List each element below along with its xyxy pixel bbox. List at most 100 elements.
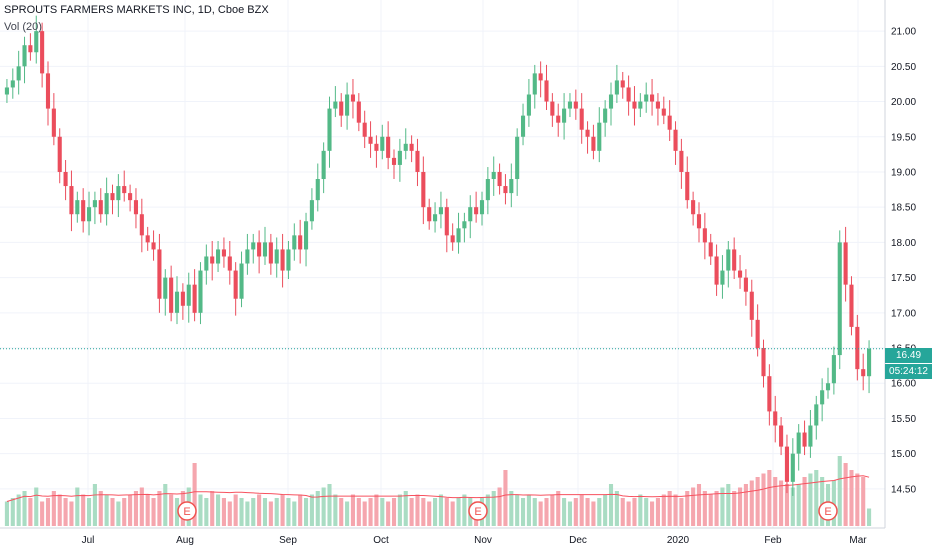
volume-bar [532,498,537,526]
time-tick-label: Oct [373,535,389,546]
volume-bar [462,494,467,526]
volume-bar [4,501,9,526]
volume-bar [608,484,614,526]
volume-bar [567,501,573,526]
volume-bar [802,477,807,526]
candle-body [227,256,232,271]
candle-body [790,453,795,482]
volume-bars [4,456,872,526]
volume-bar [849,470,854,526]
volume-bar [526,494,531,526]
volume-bar [157,491,162,526]
candle-body [655,101,660,109]
volume-bar [655,498,660,526]
volume-bar [333,494,338,526]
candle-body [796,432,801,454]
volume-bar [327,484,332,526]
candle-body [843,242,848,285]
volume-bar [485,494,490,526]
candle-body [81,200,86,222]
volume-bar [51,491,56,526]
volume-bar [427,501,432,526]
volume-bar [40,501,45,526]
candle-body [262,242,268,257]
candle-body [257,242,262,257]
volume-bar [57,494,62,526]
volume-bar [274,498,279,526]
volume-bar [298,494,303,526]
candle-body [608,94,614,109]
volume-bar [562,498,567,526]
volume-bar [626,501,631,526]
volume-bar [210,491,215,526]
candle-body [702,228,707,243]
candle-body [855,326,860,370]
candle-body [732,249,737,271]
candle-body [726,249,731,271]
candle-body [268,242,273,264]
price-tick-label: 18.50 [891,203,916,214]
volume-bar [820,477,825,526]
candle-body [92,200,97,208]
volume-bar [837,456,842,526]
candle-body [303,221,309,250]
volume-bar [403,491,408,526]
candle-body [10,80,15,88]
volume-bar [691,487,696,526]
volume-bar [749,480,754,526]
volume-bar [814,470,819,526]
volume-bar [538,501,543,526]
price-axis-ticks: 21.00 20.50 20.00 19.50 19.00 18.50 18.00 17.50… [891,27,916,496]
volume-bar [204,498,209,526]
volume-bar [98,491,103,526]
volume-bar [861,477,866,526]
time-tick-label: Nov [474,535,492,546]
candle-body [75,200,80,215]
candle-body [644,94,649,102]
earnings-marker[interactable]: E [818,501,838,521]
volume-bar [550,494,555,526]
last-price-tag: 16.49 [885,348,932,363]
time-tick-label: Feb [764,535,782,546]
volume-bar [661,494,666,526]
candle-body [714,256,719,285]
candle-body [638,101,643,109]
volume-bar [667,491,672,526]
candle-body [673,129,678,151]
candle-body [45,73,51,109]
candle-body [650,94,655,102]
volume-bar [345,501,350,526]
volume-bar [221,498,226,526]
volume-bar [63,498,68,526]
volume-bar [520,498,526,526]
candle-body [532,73,537,95]
candle-body [151,242,156,250]
candle-body [180,291,185,306]
volume-bar [556,491,561,526]
candle-body [174,291,180,313]
candle-body [767,376,772,412]
candle-body [474,207,479,215]
volume-bar [356,498,361,526]
volume-bar [104,494,109,526]
earnings-marker[interactable]: E [177,501,197,521]
volume-bar [362,501,367,526]
volume-bar [855,473,860,526]
candle-body [403,143,408,151]
volume-ma [6,475,870,502]
candle-body [356,101,361,123]
volume-bar [450,501,455,526]
candle-body [837,242,842,356]
volume-bar [720,487,725,526]
volume-label: Vol (20) [4,21,42,33]
candle-body [245,249,250,264]
earnings-marker[interactable]: E [468,501,488,521]
time-tick-label: Mar [849,535,867,546]
candle-body [169,277,174,313]
candle-body [550,101,555,116]
volume-bar [151,498,156,526]
volume-bar [603,494,608,526]
